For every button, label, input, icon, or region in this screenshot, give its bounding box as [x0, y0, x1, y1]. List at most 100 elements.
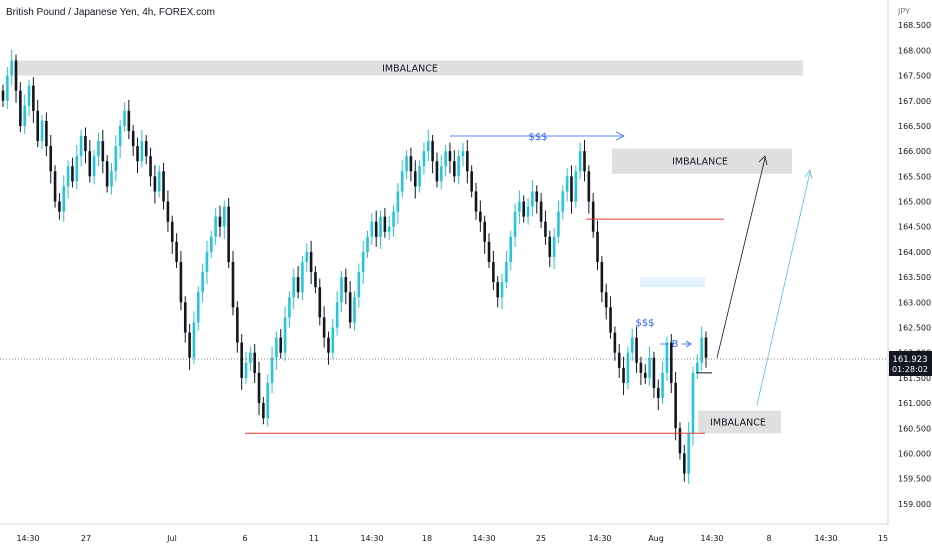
candle-body — [374, 221, 378, 237]
candle-body — [531, 191, 534, 207]
candle-body — [622, 367, 625, 383]
candle-body — [604, 292, 608, 308]
candle-body — [548, 236, 552, 257]
candle-body — [40, 120, 44, 142]
candle-body — [574, 171, 578, 202]
imbalance-label: IMBALANCE — [382, 64, 438, 75]
candle-body — [209, 236, 213, 252]
candle-body — [262, 403, 265, 419]
candle-body — [617, 352, 621, 368]
candle-body — [426, 141, 430, 152]
price-tick-label: 166.500 — [898, 122, 931, 131]
candle-body — [609, 307, 612, 333]
imbalance-label: IMBALANCE — [672, 157, 728, 168]
candle-body — [535, 191, 539, 202]
candle-body — [266, 382, 270, 419]
candle-body — [422, 151, 426, 167]
candle-body — [92, 156, 96, 177]
candle-body — [162, 171, 165, 202]
candle-body — [118, 125, 122, 147]
price-tick-label: 167.000 — [898, 97, 931, 106]
time-axis[interactable]: 14:30 27 Jul 6 11 14:30 18 14:30 25 14:30 Aug 14:30… — [0, 523, 888, 543]
candle-body — [457, 156, 460, 177]
candle-body — [461, 151, 465, 157]
candle-body — [383, 216, 387, 232]
candle-body — [27, 85, 31, 106]
price-tick-label: 161.000 — [898, 399, 931, 408]
price-tick-label: 159.500 — [898, 475, 931, 484]
candle-body — [188, 332, 191, 358]
candle-body — [405, 156, 408, 172]
candle-body — [557, 211, 560, 237]
candle-body — [166, 201, 170, 222]
projection-arrow[interactable] — [716, 157, 766, 359]
candle-body — [496, 282, 500, 298]
candle-body — [110, 171, 113, 187]
candle-body — [596, 231, 599, 262]
candle-body — [435, 161, 439, 182]
candle-body — [626, 352, 630, 383]
candle-body — [292, 277, 296, 298]
imbalance-label: IMBALANCE — [710, 417, 766, 428]
chart-title: British Pound / Japanese Yen, 4h, FOREX.… — [6, 7, 216, 18]
candle-body — [179, 262, 183, 303]
candle-body — [522, 201, 526, 217]
price-tick-label: 168.000 — [898, 46, 931, 55]
bos-label: B — [672, 339, 679, 350]
candle-body — [683, 453, 686, 474]
candle-body — [635, 337, 638, 363]
candle-body — [249, 352, 252, 363]
candle-body — [66, 166, 70, 187]
candle-body — [474, 191, 478, 212]
imbalance-zone[interactable] — [14, 60, 803, 76]
candle-body — [270, 357, 274, 383]
candle-body — [136, 146, 139, 162]
projection-arrow[interactable] — [756, 171, 811, 406]
candle-body — [101, 141, 105, 162]
candle-body — [344, 277, 348, 293]
candle-body — [318, 287, 322, 318]
candle-body — [79, 136, 83, 157]
candle-body — [505, 262, 508, 283]
candle-body — [223, 206, 226, 227]
liquidity-label: $$$ — [528, 132, 547, 143]
candle-body — [696, 362, 699, 373]
candle-body — [656, 387, 660, 399]
candle-body — [314, 272, 317, 288]
candle-body — [587, 171, 591, 202]
candle-body — [201, 272, 204, 293]
time-tick-label: 14:30 — [360, 534, 383, 543]
price-tick-label: 163.500 — [898, 273, 931, 282]
candle-body — [244, 362, 248, 378]
price-tick-label: 164.000 — [898, 248, 931, 257]
price-tick-label: 165.500 — [898, 172, 931, 181]
candle-body — [14, 60, 18, 91]
candle-body — [392, 211, 395, 227]
candle-body — [513, 211, 517, 237]
candle-body — [331, 327, 335, 353]
candle-body — [413, 171, 417, 187]
candle-body — [526, 206, 530, 217]
candle-body — [479, 211, 482, 222]
time-tick-label: 25 — [536, 534, 546, 543]
candle-body — [192, 322, 196, 358]
candle-body — [131, 131, 135, 147]
candle-body — [353, 297, 356, 323]
liquidity-arrowhead — [615, 131, 625, 141]
candle-body — [578, 151, 582, 172]
imbalance-zone[interactable] — [640, 277, 705, 288]
time-tick-label: 18 — [422, 534, 432, 543]
price-axis[interactable]: JPY 159.000 159.500 160.000 160.500 161.000 1… — [887, 0, 931, 524]
candle-body — [23, 105, 26, 126]
candle-body — [674, 382, 677, 429]
candle-body — [114, 146, 118, 172]
time-tick-label: 14:30 — [16, 534, 39, 543]
candle-body — [205, 251, 209, 273]
candle-body — [53, 171, 57, 202]
candle-body — [409, 156, 413, 172]
candle-body — [700, 337, 703, 363]
imbalance-zone[interactable] — [698, 410, 781, 434]
candle-body — [387, 226, 391, 232]
